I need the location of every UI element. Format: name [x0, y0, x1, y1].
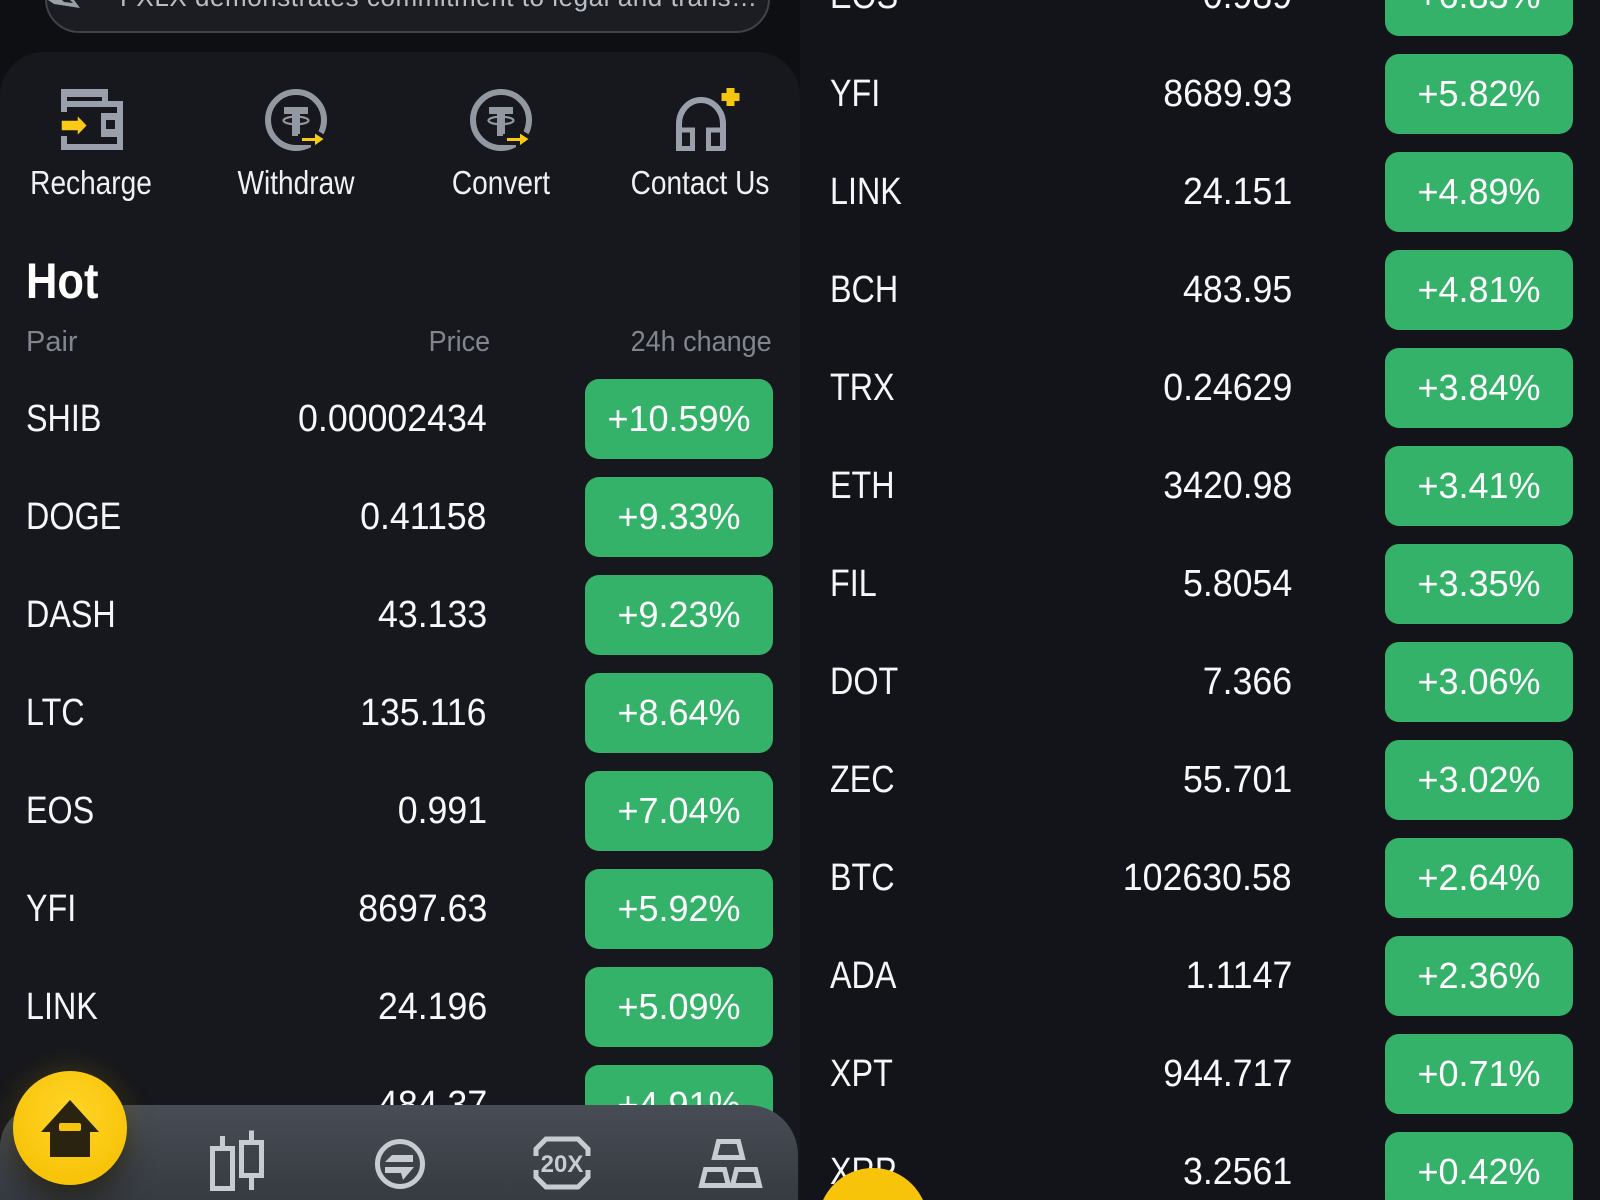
svg-text:20X: 20X [541, 1151, 584, 1178]
